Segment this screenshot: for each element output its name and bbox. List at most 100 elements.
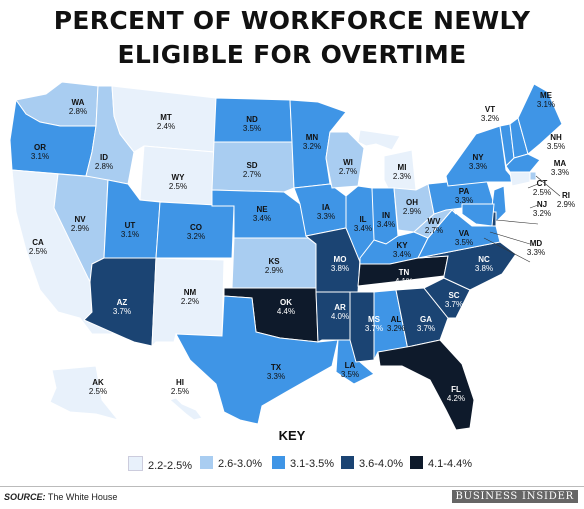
- state-value-ky: 3.4%: [393, 250, 411, 259]
- state-label-sc: SC: [448, 291, 459, 300]
- state-label-ut: UT: [125, 221, 136, 230]
- state-label-ar: AR: [334, 303, 346, 312]
- business-insider-logo: BUSINESS INSIDER: [451, 490, 578, 503]
- legend-item-0: 2.2-2.5%: [128, 456, 192, 472]
- state-value-nv: 2.9%: [71, 224, 89, 233]
- legend-item-2: 3.1-3.5%: [272, 456, 334, 472]
- state-value-in: 3.4%: [377, 220, 395, 229]
- state-value-md: 3.3%: [527, 248, 545, 257]
- state-value-ma: 3.3%: [551, 168, 569, 177]
- state-value-ks: 2.9%: [265, 266, 283, 275]
- state-value-nc: 3.8%: [475, 264, 493, 273]
- state-label-or: OR: [34, 143, 46, 152]
- leader-line: [527, 183, 539, 189]
- state-value-or: 3.1%: [31, 152, 49, 161]
- state-label-ma: MA: [554, 159, 567, 168]
- state-value-ar: 4.0%: [331, 312, 349, 321]
- state-label-ny: NY: [472, 153, 484, 162]
- state-label-vt: VT: [485, 105, 495, 114]
- state-shape-sc: [423, 277, 471, 319]
- state-shape-tx: [175, 295, 339, 425]
- state-label-ks: KS: [268, 257, 280, 266]
- state-value-tx: 3.3%: [267, 372, 285, 381]
- state-shape-ri: [529, 171, 537, 181]
- state-value-nj: 3.2%: [533, 209, 551, 218]
- state-value-ga: 3.7%: [417, 324, 435, 333]
- state-shape-ms: [349, 291, 375, 363]
- state-label-ia: IA: [322, 203, 330, 212]
- state-value-wi: 2.7%: [339, 167, 357, 176]
- state-label-ms: MS: [368, 315, 381, 324]
- legend-swatch: [200, 456, 213, 469]
- state-shape-md: [461, 203, 495, 227]
- state-label-wi: WI: [343, 158, 353, 167]
- state-shape-nm: [151, 257, 225, 348]
- state-label-md: MD: [530, 239, 543, 248]
- state-value-dc: 3.7%: [527, 268, 545, 277]
- state-value-hi: 2.5%: [171, 387, 189, 396]
- state-label-de: DE: [536, 219, 548, 228]
- state-label-nm: NM: [184, 288, 197, 297]
- state-label-mi: MI: [398, 163, 407, 172]
- state-label-tn: TN: [399, 268, 410, 277]
- legend-swatch: [410, 456, 423, 469]
- leader-line: [495, 219, 539, 225]
- legend-label: 4.1-4.4%: [428, 458, 473, 470]
- state-label-pa: PA: [459, 187, 470, 196]
- state-value-wa: 2.8%: [69, 107, 87, 116]
- state-label-sd: SD: [246, 161, 257, 170]
- source-text: The White House: [47, 492, 118, 502]
- state-value-ne: 3.4%: [253, 214, 271, 223]
- state-value-nh: 3.5%: [547, 142, 565, 151]
- state-value-ut: 3.1%: [121, 230, 139, 239]
- state-value-il: 3.4%: [354, 224, 372, 233]
- state-label-ak: AK: [92, 378, 104, 387]
- legend-swatch: [128, 456, 143, 471]
- state-label-wv: WV: [428, 217, 442, 226]
- state-value-me: 3.1%: [537, 100, 555, 109]
- state-value-ri: 2.9%: [557, 200, 575, 209]
- state-value-id: 2.8%: [95, 162, 113, 171]
- state-value-co: 3.2%: [187, 232, 205, 241]
- state-value-vt: 3.2%: [481, 114, 499, 123]
- leader-line: [535, 175, 561, 197]
- state-value-wy: 2.5%: [169, 182, 187, 191]
- legend-label: 2.6-3.0%: [218, 458, 263, 470]
- source-label: SOURCE:: [4, 492, 46, 502]
- state-value-sd: 2.7%: [243, 170, 261, 179]
- state-label-hi: HI: [176, 378, 184, 387]
- state-shape-fl: [377, 339, 475, 430]
- state-label-al: AL: [391, 315, 402, 324]
- state-label-fl: FL: [451, 385, 461, 394]
- state-label-ne: NE: [256, 205, 268, 214]
- state-value-la: 3.5%: [341, 370, 359, 379]
- state-shape-co: [155, 201, 235, 259]
- key-title: KEY: [278, 428, 306, 443]
- state-label-wa: WA: [72, 98, 85, 107]
- state-label-tx: TX: [271, 363, 282, 372]
- state-label-ok: OK: [280, 298, 292, 307]
- legend-label: 2.2-2.5%: [148, 460, 193, 472]
- state-label-il: IL: [359, 215, 366, 224]
- state-label-co: CO: [190, 223, 202, 232]
- map-title: PERCENT OF WORKFORCE NEWLY ELIGIBLE FOR …: [0, 4, 584, 72]
- state-label-oh: OH: [406, 198, 418, 207]
- legend-swatch: [272, 456, 285, 469]
- source-note: SOURCE: The White House: [4, 492, 117, 502]
- state-label-nc: NC: [478, 255, 490, 264]
- legend-swatch: [341, 456, 354, 469]
- state-label-me: ME: [540, 91, 553, 100]
- state-value-mn: 3.2%: [303, 142, 321, 151]
- state-label-la: LA: [345, 361, 356, 370]
- state-value-ia: 3.3%: [317, 212, 335, 221]
- state-label-id: ID: [100, 153, 108, 162]
- state-value-ca: 2.5%: [29, 247, 47, 256]
- state-label-ga: GA: [420, 315, 432, 324]
- state-value-ms: 3.7%: [365, 324, 383, 333]
- legend-label: 3.1-3.5%: [290, 458, 335, 470]
- state-label-nj: NJ: [537, 200, 547, 209]
- state-shape-nc: [417, 241, 517, 291]
- state-value-pa: 3.3%: [455, 196, 473, 205]
- state-value-wv: 2.7%: [425, 226, 443, 235]
- state-value-ok: 4.4%: [277, 307, 295, 316]
